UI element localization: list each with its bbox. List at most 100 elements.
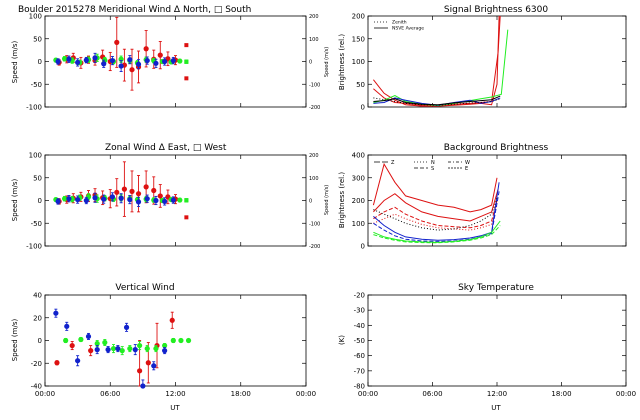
series-line-background-red-c <box>373 200 498 229</box>
point-meridional-blue <box>144 57 150 64</box>
point-zonal-red <box>114 189 120 195</box>
point-zonal-blue <box>135 199 142 205</box>
point-zonal-blue <box>127 196 133 203</box>
point-vertical-green <box>127 345 133 352</box>
y2tick-label-meridional: 100 <box>309 37 319 43</box>
point-zonal-blue <box>75 196 81 203</box>
point-meridional-blue <box>101 61 107 67</box>
point-meridional-blue <box>127 57 133 63</box>
point-meridional-red-squares <box>184 43 189 48</box>
y2tick-label-zonal: -100 <box>309 221 320 227</box>
point-zonal-blue <box>170 197 176 203</box>
point-vertical-blue <box>53 310 59 316</box>
ytick-label-signal: 150 <box>352 35 365 43</box>
series-line-signal-green-1 <box>373 29 509 107</box>
point-meridional-red <box>143 46 149 52</box>
point-vertical-green <box>153 345 159 352</box>
ytick-label-meridional: -100 <box>26 104 42 112</box>
series-line-background-blue-a <box>373 182 500 241</box>
legend-label-background: S <box>431 166 434 172</box>
chart-title-sky: Sky Temperature <box>458 283 534 293</box>
chart-title-meridional: Boulder 2015278 Meridional Wind Δ North,… <box>18 5 251 15</box>
point-meridional-blue <box>83 57 89 63</box>
ytick-label-sky: -60 <box>354 352 365 360</box>
legend-label-signal: Zenith <box>392 20 407 26</box>
point-meridional-blue <box>66 56 72 62</box>
point-meridional-red-squares <box>184 76 189 81</box>
point-meridional-blue <box>75 59 81 66</box>
ytick-label-sky: -80 <box>354 383 365 391</box>
point-zonal-red <box>143 184 149 190</box>
panel-zonal: Zonal Wind Δ East, □ West Speed (m/s) Sp… <box>11 143 330 251</box>
ytick-label-zonal: 100 <box>29 152 42 160</box>
xlabel-sky: UT <box>491 404 501 412</box>
ytick-label-background: 100 <box>352 220 365 228</box>
y2tick-label-meridional: 200 <box>309 14 319 20</box>
ytick-label-meridional: 100 <box>29 13 42 21</box>
point-zonal-red <box>151 187 157 194</box>
ytick-label-background: 400 <box>352 152 365 160</box>
ytick-label-zonal: 0 <box>38 197 42 205</box>
point-vertical-blue <box>75 358 81 364</box>
panel-vertical: Vertical Wind Speed (m/s) UT -40 -20 0 20 40… <box>11 283 316 412</box>
ytick-label-vertical: -20 <box>31 360 42 368</box>
point-vertical-blue <box>64 323 70 329</box>
point-zonal-blue <box>153 197 159 204</box>
point-vertical-blue <box>85 333 92 340</box>
point-meridional-green <box>61 56 68 62</box>
legend-label-signal: NSVE Average <box>392 26 424 32</box>
point-meridional-blue <box>118 63 124 69</box>
ylabel-sky: (K) <box>338 335 346 345</box>
ylabel-zonal: Speed (m/s) <box>11 179 19 222</box>
point-vertical-green <box>63 337 69 344</box>
point-meridional-green-squares <box>184 59 189 64</box>
xtick-label-vertical: 12:00 <box>165 390 185 398</box>
point-meridional-blue <box>135 61 142 67</box>
ytick-label-meridional: -50 <box>31 81 42 89</box>
point-zonal-red <box>157 193 163 199</box>
ytick-label-signal: 50 <box>356 81 365 89</box>
ytick-label-sky: -30 <box>354 307 365 315</box>
point-vertical-green <box>137 342 143 349</box>
chart-title-signal: Signal Brightness 6300 <box>444 5 548 15</box>
xtick-label-vertical: 06:00 <box>100 390 120 398</box>
ytick-label-zonal: -100 <box>26 243 42 251</box>
point-vertical-green <box>162 342 168 349</box>
ylabel-vertical: Speed (m/s) <box>11 319 19 362</box>
y2tick-label-zonal: 200 <box>309 153 319 159</box>
point-vertical-blue <box>151 363 157 369</box>
point-meridional-green <box>177 58 183 64</box>
ytick-label-background: 200 <box>352 197 365 205</box>
y2tick-label-zonal: -200 <box>309 244 320 250</box>
point-meridional-blue <box>170 57 176 64</box>
xtick-label-vertical: 00:00 <box>35 390 55 398</box>
point-zonal-blue <box>83 197 89 204</box>
point-zonal-red <box>121 186 127 192</box>
point-vertical-green <box>78 336 84 343</box>
point-vertical-blue <box>94 347 100 353</box>
chart-title-zonal: Zonal Wind Δ East, □ West <box>105 143 227 153</box>
series-line-signal-black-2 <box>373 97 501 106</box>
panel-meridional: Boulder 2015278 Meridional Wind Δ North,… <box>11 5 330 112</box>
xtick-label-vertical: 18:00 <box>231 390 251 398</box>
point-vertical-blue <box>105 347 111 353</box>
legend-label-background: W <box>465 160 470 166</box>
series-line-background-red-a <box>372 162 498 213</box>
series-line-background-red-b <box>373 188 499 222</box>
point-zonal-green <box>177 197 183 203</box>
series-line-background-green-a <box>373 220 501 243</box>
ylabel-meridional: Speed (m/s) <box>11 41 19 84</box>
point-vertical-blue <box>162 348 168 354</box>
legend-label-background: E <box>465 166 468 172</box>
point-vertical-blue <box>140 383 146 389</box>
legend-label-background: Z <box>391 160 395 166</box>
ytick-label-sky: -40 <box>354 322 365 330</box>
panel-signal: Signal Brightness 6300 Brightness (rel.)… <box>338 5 627 112</box>
point-vertical-green <box>94 340 100 347</box>
ytick-label-meridional: 0 <box>38 58 42 66</box>
chart-title-vertical: Vertical Wind <box>115 283 174 293</box>
point-vertical-red <box>169 317 175 323</box>
point-vertical-green <box>102 339 108 346</box>
ytick-label-signal: 100 <box>352 58 365 66</box>
